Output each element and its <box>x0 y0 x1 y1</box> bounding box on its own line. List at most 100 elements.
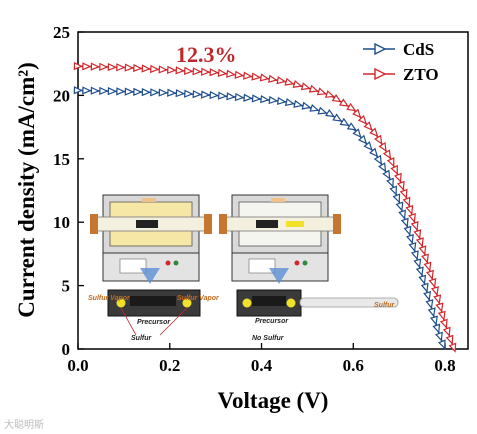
data-point-cds <box>141 87 152 97</box>
data-point-cds <box>415 266 424 277</box>
data-point-cds <box>389 185 397 196</box>
data-point-zto <box>390 164 398 176</box>
data-point-zto <box>192 67 202 76</box>
data-point-cds <box>116 87 126 96</box>
data-point-cds <box>392 193 401 204</box>
data-point-cds <box>425 299 434 310</box>
data-point-zto <box>183 66 194 75</box>
data-point-cds <box>437 339 446 350</box>
x-tick-label: 0.4 <box>251 356 273 375</box>
data-point-zto <box>316 87 327 96</box>
data-point-zto <box>331 94 342 103</box>
x-tick-label: 0.0 <box>67 356 88 375</box>
data-point-cds <box>377 162 387 173</box>
data-point-zto <box>107 62 118 72</box>
data-point-cds <box>301 101 312 110</box>
data-point-zto <box>430 286 439 297</box>
data-point-cds <box>150 88 160 97</box>
data-point-cds <box>124 87 135 96</box>
data-point-cds <box>432 323 441 334</box>
data-point-cds <box>382 169 391 180</box>
data-point-cds <box>99 86 109 96</box>
data-point-cds <box>284 98 295 107</box>
data-point-zto <box>308 84 319 93</box>
y-tick-label: 25 <box>53 23 70 42</box>
data-point-zto <box>338 98 350 107</box>
data-point-zto <box>415 237 424 248</box>
data-point-cds <box>107 87 118 96</box>
data-point-zto <box>300 82 311 91</box>
data-point-zto <box>133 63 143 73</box>
efficiency-annotation: 12.3% <box>176 42 237 67</box>
data-point-zto <box>268 74 278 83</box>
data-point-zto <box>99 62 109 71</box>
data-point-zto <box>369 127 379 138</box>
data-point-cds <box>427 307 436 318</box>
data-point-cds <box>200 90 211 99</box>
label-no-sulfur: No Sulfur <box>252 335 285 342</box>
data-point-zto <box>448 342 457 353</box>
label-sulfur-vapor-left: Sulfur Vapor <box>88 295 131 302</box>
data-point-zto <box>90 62 101 71</box>
x-tick-label: 0.2 <box>159 356 180 375</box>
data-point-zto <box>209 68 219 77</box>
data-point-zto <box>141 64 152 73</box>
data-point-cds <box>82 86 92 95</box>
data-point-zto <box>382 149 392 160</box>
y-tick-label: 15 <box>53 150 70 169</box>
data-point-cds <box>90 86 101 95</box>
data-point-zto <box>386 157 395 168</box>
data-point-zto <box>175 66 185 75</box>
data-point-cds <box>276 96 287 106</box>
legend-label-cds: CdS <box>403 40 434 59</box>
data-point-cds <box>234 92 245 102</box>
data-point-cds <box>429 315 438 326</box>
data-point-zto <box>418 245 427 256</box>
data-point-zto <box>243 71 253 80</box>
data-point-cds <box>243 93 253 102</box>
data-point-zto <box>217 68 228 77</box>
data-point-zto <box>292 80 303 88</box>
sulfurization-schematic: Sulfur Vapor Sulfur Vapor Precursor Sulf… <box>88 194 399 342</box>
label-sulfur: Sulfur <box>131 335 152 342</box>
y-tick-label: 5 <box>62 277 71 296</box>
data-point-cds <box>217 91 228 100</box>
legend-marker-cds <box>374 42 387 56</box>
legend-label-zto: ZTO <box>403 65 439 84</box>
data-point-cds <box>408 242 417 253</box>
data-point-zto <box>73 62 84 71</box>
data-point-cds <box>309 103 320 112</box>
y-tick-label: 20 <box>53 86 70 105</box>
data-point-zto <box>435 302 444 313</box>
data-point-zto <box>374 134 383 145</box>
data-point-zto <box>396 180 405 191</box>
data-point-zto <box>82 62 92 71</box>
data-point-cds <box>413 258 422 269</box>
data-point-cds <box>357 134 368 145</box>
data-point-zto <box>200 67 211 76</box>
data-point-zto <box>423 261 432 272</box>
data-point-zto <box>259 73 270 82</box>
legend: CdS ZTO <box>363 40 439 84</box>
data-point-cds <box>352 128 362 138</box>
data-point-zto <box>284 77 295 86</box>
data-point-cds <box>373 154 382 166</box>
label-precursor-left: Precursor <box>137 319 171 326</box>
y-axis-title: Current density (mA/cm²) <box>14 62 39 318</box>
data-point-zto <box>442 326 451 337</box>
x-tick-label: 0.6 <box>343 356 364 375</box>
y-tick-label: 10 <box>53 213 70 232</box>
axis-tick-labels: 0.0 0.2 0.4 0.6 0.8 0 5 10 15 20 25 <box>53 23 456 375</box>
data-point-zto <box>437 310 446 321</box>
data-point-zto <box>276 76 287 85</box>
data-point-cds <box>339 117 350 127</box>
data-point-cds <box>386 177 394 188</box>
data-point-zto <box>399 188 408 199</box>
data-point-cds <box>400 217 409 228</box>
data-point-zto <box>410 221 419 232</box>
data-point-cds <box>209 90 219 100</box>
data-point-zto <box>439 318 448 329</box>
data-point-zto <box>158 65 168 74</box>
data-point-zto <box>150 64 160 74</box>
